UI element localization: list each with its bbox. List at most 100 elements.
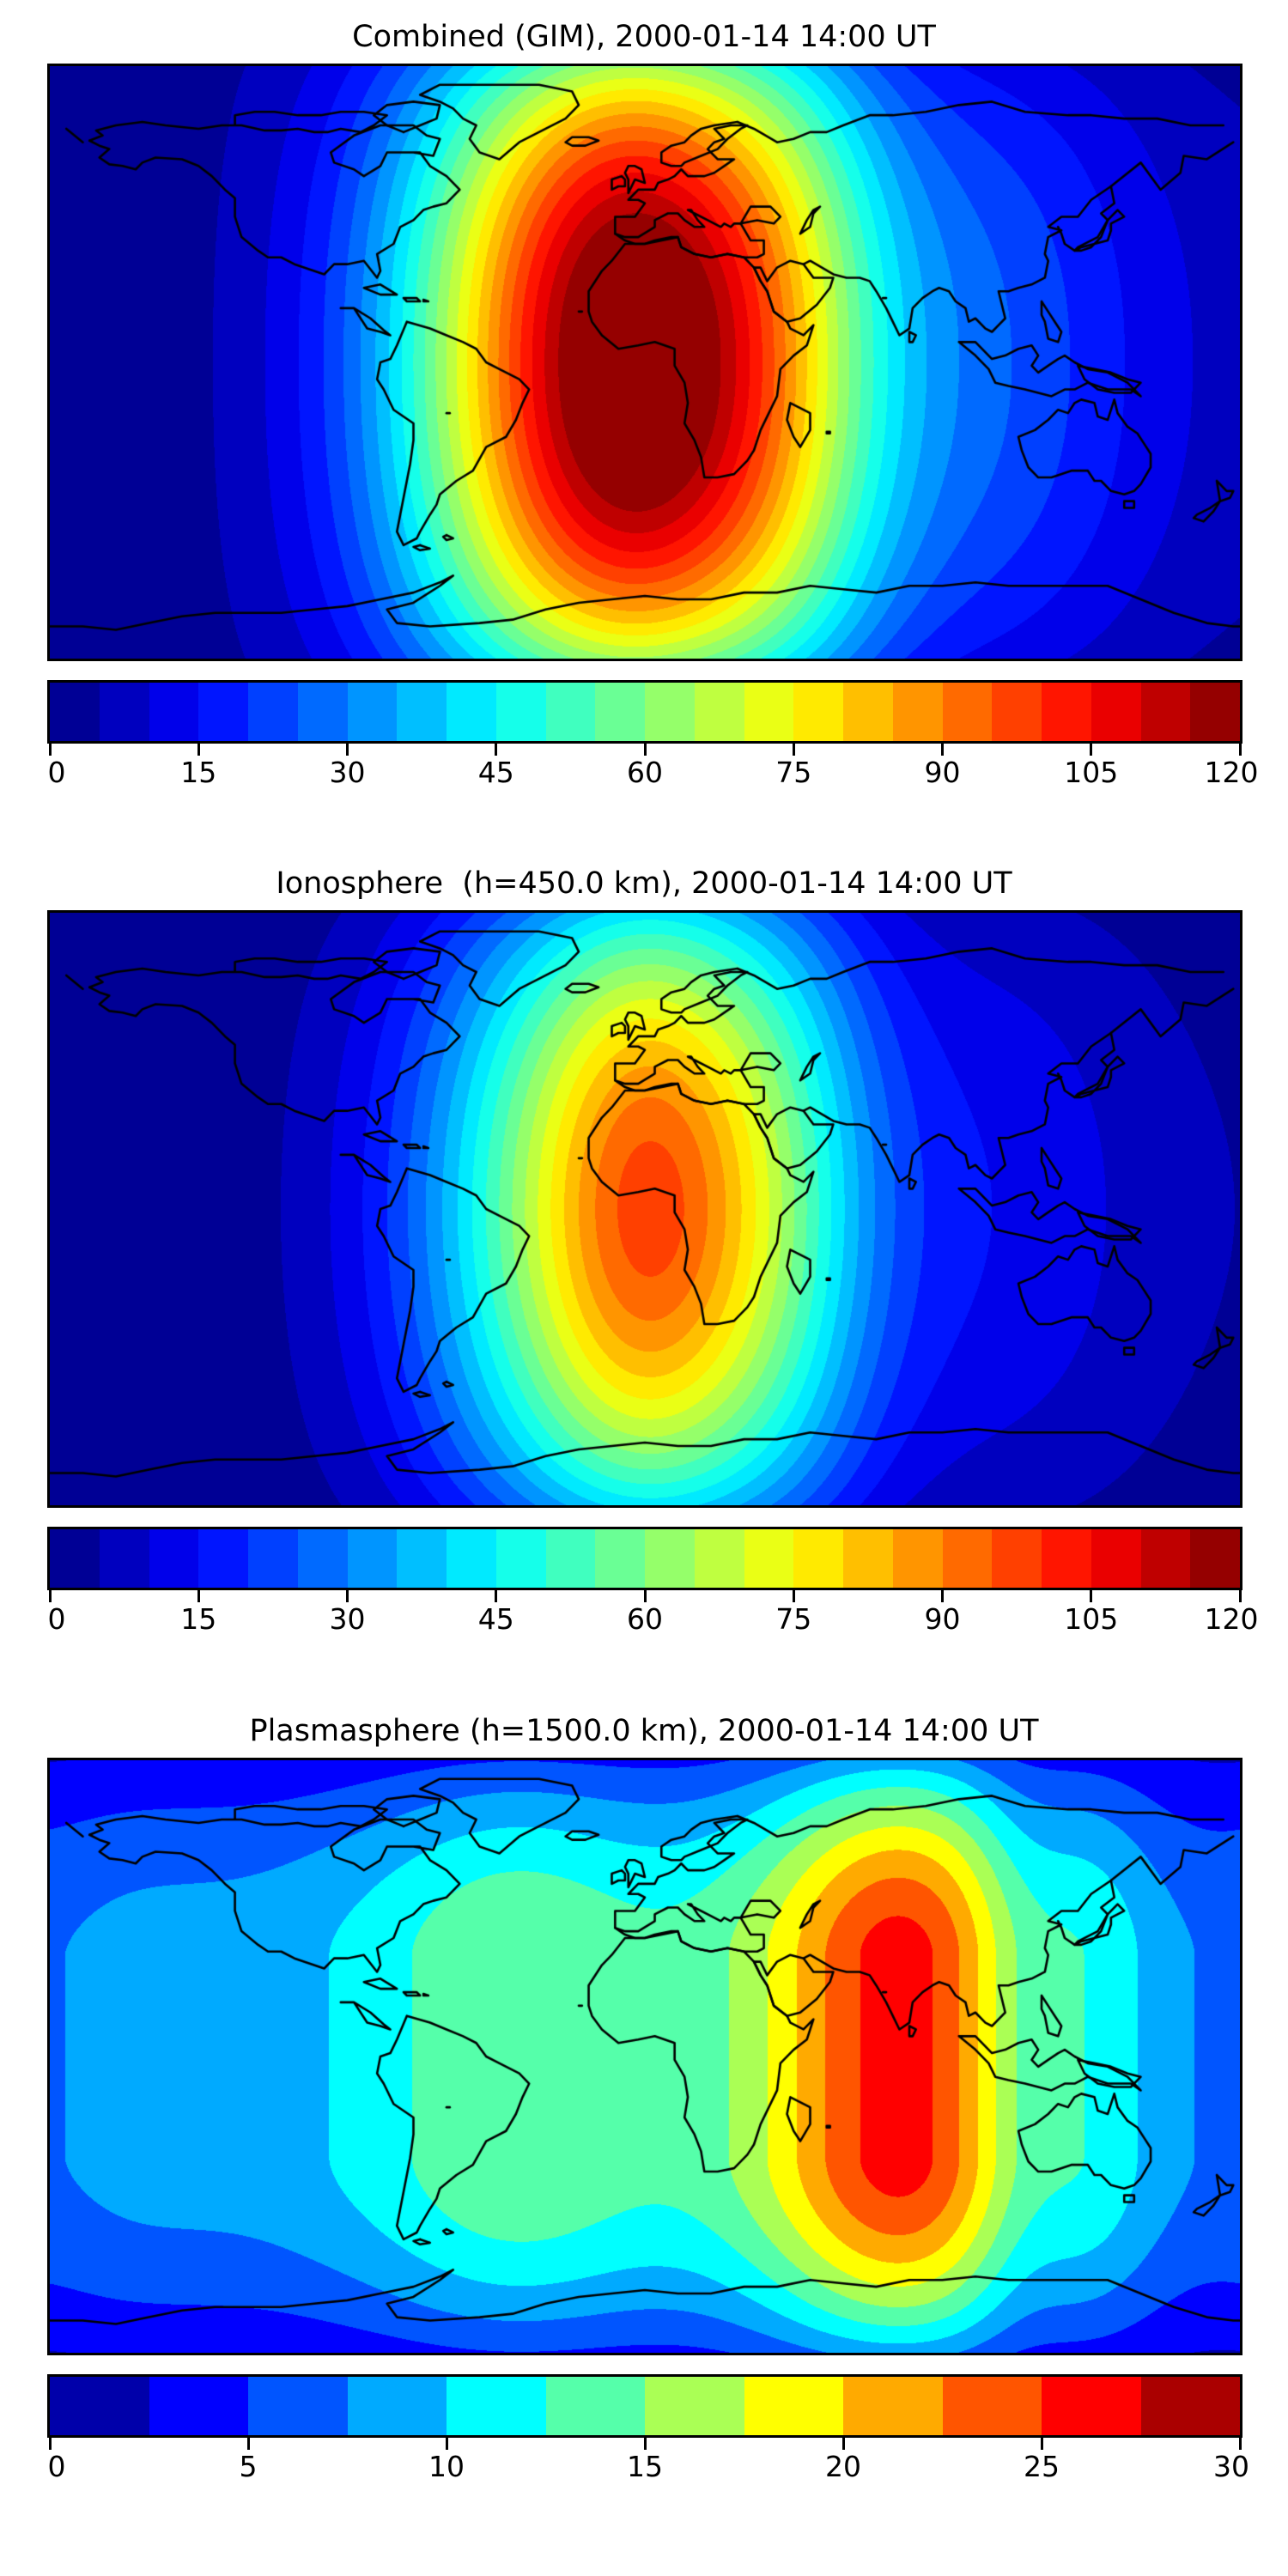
colorbar-band — [1091, 1529, 1141, 1588]
colorbar-tick-label: 30 — [329, 756, 366, 789]
colorbar-tick-label: 120 — [1204, 756, 1259, 789]
colorbar-tick — [48, 744, 52, 756]
colorbar-tick-label: 25 — [1024, 2450, 1060, 2483]
colorbar-band — [347, 2377, 447, 2435]
colorbar-tick — [495, 1590, 498, 1602]
colorbar-band — [347, 1529, 398, 1588]
colorbar-band — [1140, 1529, 1191, 1588]
colorbar-tick-label: 15 — [180, 1602, 217, 1636]
colorbar-tick-label: 10 — [428, 2450, 465, 2483]
colorbar-tick — [841, 2438, 845, 2450]
colorbar-band — [149, 2377, 248, 2435]
colorbar-band — [595, 1529, 645, 1588]
colorbar-band — [645, 683, 695, 741]
colorbar-tick-label: 105 — [1064, 1602, 1119, 1636]
colorbar-tick-label: 60 — [627, 756, 663, 789]
colorbar-band — [248, 1529, 298, 1588]
colorbar-tick — [643, 2438, 647, 2450]
colorbar-band — [545, 1529, 596, 1588]
colorbar-combined — [47, 680, 1242, 744]
colorbar-band — [447, 2377, 546, 2435]
colorbar-tick — [1090, 744, 1093, 756]
colorbar-band — [248, 2377, 348, 2435]
colorbar-container-plasmasphere: 0 5 10 15 20 25 30 — [47, 2374, 1250, 2488]
colorbar-band — [1190, 683, 1240, 741]
colorbar-tick — [495, 744, 498, 756]
colorbar-band — [1140, 683, 1191, 741]
colorbar-band — [1091, 683, 1141, 741]
colorbar-ticks-plasmasphere — [47, 2438, 1242, 2450]
colorbar-tick-label: 15 — [627, 2450, 663, 2483]
colorbar-band — [198, 1529, 248, 1588]
colorbar-band — [50, 683, 100, 741]
colorbar-tick-label: 0 — [47, 2450, 66, 2483]
colorbar-tick-label: 45 — [477, 756, 514, 789]
colorbar-band — [793, 683, 843, 741]
colorbar-band — [297, 683, 348, 741]
colorbar-tick-label: 30 — [1213, 2450, 1249, 2483]
colorbar-band — [149, 683, 199, 741]
colorbar-tick-label: 45 — [477, 1602, 514, 1636]
colorbar-band — [843, 1529, 893, 1588]
colorbar-tick-label: 0 — [47, 1602, 66, 1636]
colorbar-band — [892, 683, 943, 741]
colorbar-band — [198, 683, 248, 741]
colorbar-band — [645, 2377, 744, 2435]
colorbar-tick — [792, 744, 795, 756]
colorbar-band — [1190, 1529, 1240, 1588]
colorbar-band — [843, 683, 893, 741]
colorbar-band — [942, 683, 993, 741]
colorbar-band — [397, 683, 447, 741]
colorbar-tick-label: 75 — [775, 756, 812, 789]
colorbar-tick — [941, 1590, 944, 1602]
colorbar-tick — [1238, 2438, 1242, 2450]
colorbar-tick — [1090, 1590, 1093, 1602]
colorbar-band — [397, 1529, 447, 1588]
colorbar-tick — [197, 1590, 200, 1602]
colorbar-band — [50, 1529, 100, 1588]
colorbar-band — [447, 1529, 496, 1588]
colorbar-tick — [1238, 744, 1242, 756]
colorbar-tick-label: 20 — [825, 2450, 861, 2483]
colorbar-labels-plasmasphere: 0 5 10 15 20 25 30 — [47, 2450, 1250, 2488]
colorbar-tick-label: 60 — [627, 1602, 663, 1636]
colorbar-band — [1042, 1529, 1091, 1588]
colorbar-band — [99, 683, 149, 741]
colorbar-band — [744, 683, 794, 741]
colorbar-band — [694, 683, 744, 741]
colorbar-labels-combined: 0 15 30 45 60 75 90 105 120 — [47, 756, 1259, 793]
colorbar-tick — [346, 744, 349, 756]
map-frame-plasmasphere — [47, 1758, 1242, 2355]
colorbar-container-ionosphere: 0 15 30 45 60 75 90 105 120 — [47, 1527, 1259, 1640]
colorbar-band — [744, 1529, 794, 1588]
colorbar-tick — [1238, 1590, 1242, 1602]
colorbar-tick-label: 5 — [239, 2450, 258, 2483]
colorbar-tick — [48, 2438, 52, 2450]
colorbar-band — [149, 1529, 199, 1588]
map-canvas-ionosphere — [50, 913, 1240, 1505]
colorbar-band — [495, 1529, 546, 1588]
colorbar-ticks-ionosphere — [47, 1590, 1242, 1602]
panel-ionosphere: Ionosphere (h=450.0 km), 2000-01-14 14:0… — [0, 866, 1288, 1640]
colorbar-tick — [643, 744, 647, 756]
panel-title-ionosphere: Ionosphere (h=450.0 km), 2000-01-14 14:0… — [276, 866, 1012, 901]
colorbar-tick — [445, 2438, 448, 2450]
colorbar-band — [694, 1529, 744, 1588]
colorbar-band — [545, 683, 596, 741]
colorbar-band — [447, 683, 496, 741]
colorbar-tick — [346, 1590, 349, 1602]
colorbar-tick-label: 90 — [924, 756, 961, 789]
map-frame-ionosphere — [47, 910, 1242, 1508]
colorbar-tick — [197, 744, 200, 756]
colorbar-band — [50, 2377, 149, 2435]
colorbar-container-combined: 0 15 30 45 60 75 90 105 120 — [47, 680, 1259, 793]
colorbar-band — [843, 2377, 943, 2435]
colorbar-band — [1140, 2377, 1240, 2435]
map-container-ionosphere — [47, 910, 1242, 1508]
colorbar-tick — [246, 2438, 250, 2450]
colorbar-band — [595, 683, 645, 741]
colorbar-tick — [941, 744, 944, 756]
colorbar-tick-label: 105 — [1064, 756, 1119, 789]
colorbar-tick-label: 0 — [47, 756, 66, 789]
colorbar-ticks-combined — [47, 744, 1242, 756]
